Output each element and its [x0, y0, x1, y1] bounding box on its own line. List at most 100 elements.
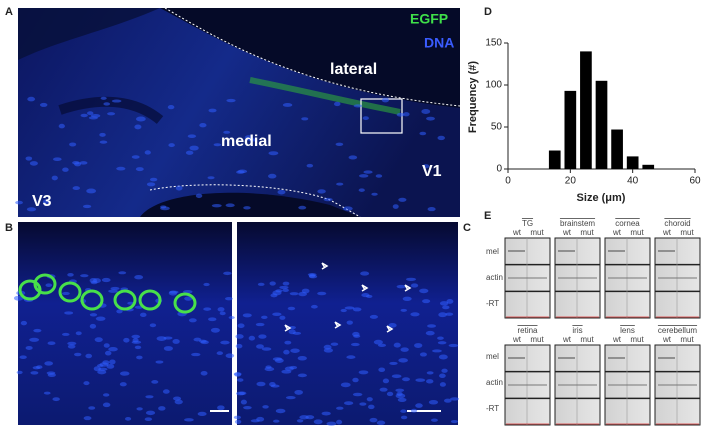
nucleus [223, 271, 232, 276]
nucleus [326, 421, 337, 426]
nucleus [29, 337, 40, 342]
nucleus [42, 199, 49, 204]
nucleus [248, 138, 257, 142]
nucleus [430, 418, 438, 422]
nucleus [397, 397, 407, 403]
nucleus [203, 307, 212, 311]
nucleus [392, 204, 399, 209]
nucleus [213, 143, 222, 147]
nucleus [285, 395, 296, 400]
nucleus [389, 361, 398, 365]
nucleus [168, 143, 175, 148]
nucleus [89, 278, 97, 283]
egfp-cell [138, 289, 162, 311]
egfp-cell [33, 273, 57, 295]
nucleus [116, 309, 123, 314]
x-tick-label: 60 [689, 176, 701, 187]
bar [564, 90, 577, 169]
y-tick-label: 100 [485, 80, 502, 91]
nucleus [360, 271, 370, 276]
nucleus [189, 145, 199, 151]
nucleus [403, 112, 410, 117]
nucleus [363, 170, 373, 174]
nucleus [438, 312, 447, 318]
bar [611, 129, 623, 169]
nucleus [365, 294, 373, 298]
nucleus [400, 415, 408, 420]
nucleus [437, 336, 444, 340]
nucleus [197, 411, 207, 417]
nucleus [340, 382, 351, 388]
nucleus [144, 417, 153, 421]
nucleus [377, 343, 387, 348]
nucleus [29, 161, 38, 166]
nucleus [313, 419, 323, 425]
y-tick-label: 150 [485, 38, 502, 49]
nucleus [75, 331, 82, 336]
nucleus [236, 170, 245, 174]
nucleus [62, 291, 70, 296]
nucleus [419, 131, 427, 136]
nucleus [265, 365, 272, 369]
nucleus [362, 116, 369, 121]
nucleus [46, 371, 56, 375]
nucleus [210, 327, 220, 333]
nucleus [402, 377, 410, 382]
egfp-cell [173, 292, 197, 314]
nucleus [335, 142, 344, 147]
nucleus [398, 197, 407, 202]
panel-label: A [5, 6, 13, 18]
genotype-label: mut [630, 335, 644, 344]
nucleus [53, 157, 62, 162]
region-label: lateral [330, 61, 377, 78]
nucleus [268, 173, 277, 179]
nucleus [352, 377, 359, 383]
nucleus [226, 98, 236, 103]
nucleus [134, 345, 142, 350]
nucleus [432, 349, 442, 353]
genotype-label: mut [530, 228, 544, 237]
nucleus [353, 104, 363, 108]
nucleus [381, 97, 390, 103]
nucleus [426, 379, 434, 384]
nucleus [261, 347, 272, 351]
nucleus [428, 399, 439, 405]
nucleus [272, 290, 282, 296]
egfp-cell [18, 279, 42, 301]
row-label: actin [486, 273, 503, 282]
nucleus [175, 185, 183, 191]
nucleus [172, 339, 180, 344]
bar [595, 80, 608, 169]
nucleus [219, 311, 226, 316]
nucleus [275, 408, 286, 414]
row-label: -RT [486, 404, 499, 413]
nucleus [67, 344, 76, 349]
egfp-cell [80, 289, 104, 311]
panel-label: B [5, 222, 13, 234]
nucleus [185, 150, 194, 155]
nucleus [269, 281, 276, 286]
nucleus [104, 350, 112, 356]
nucleus [80, 274, 89, 278]
nucleus [16, 370, 23, 375]
nucleus [51, 175, 58, 181]
nucleus [282, 103, 293, 107]
nucleus [396, 391, 403, 397]
nucleus [272, 312, 282, 317]
nucleus [52, 397, 60, 402]
nucleus [162, 389, 170, 394]
tissue-label: choroid [664, 219, 690, 228]
nucleus [323, 197, 333, 202]
arrowhead [361, 284, 369, 292]
nucleus [64, 311, 74, 315]
nucleus [256, 416, 265, 422]
nucleus [119, 371, 130, 376]
nucleus [134, 124, 142, 130]
nucleus [33, 328, 42, 333]
nucleus [136, 407, 143, 411]
nucleus [72, 161, 80, 165]
nucleus [240, 399, 247, 405]
nucleus [101, 277, 111, 283]
nucleus [67, 341, 77, 346]
nucleus [439, 382, 446, 387]
